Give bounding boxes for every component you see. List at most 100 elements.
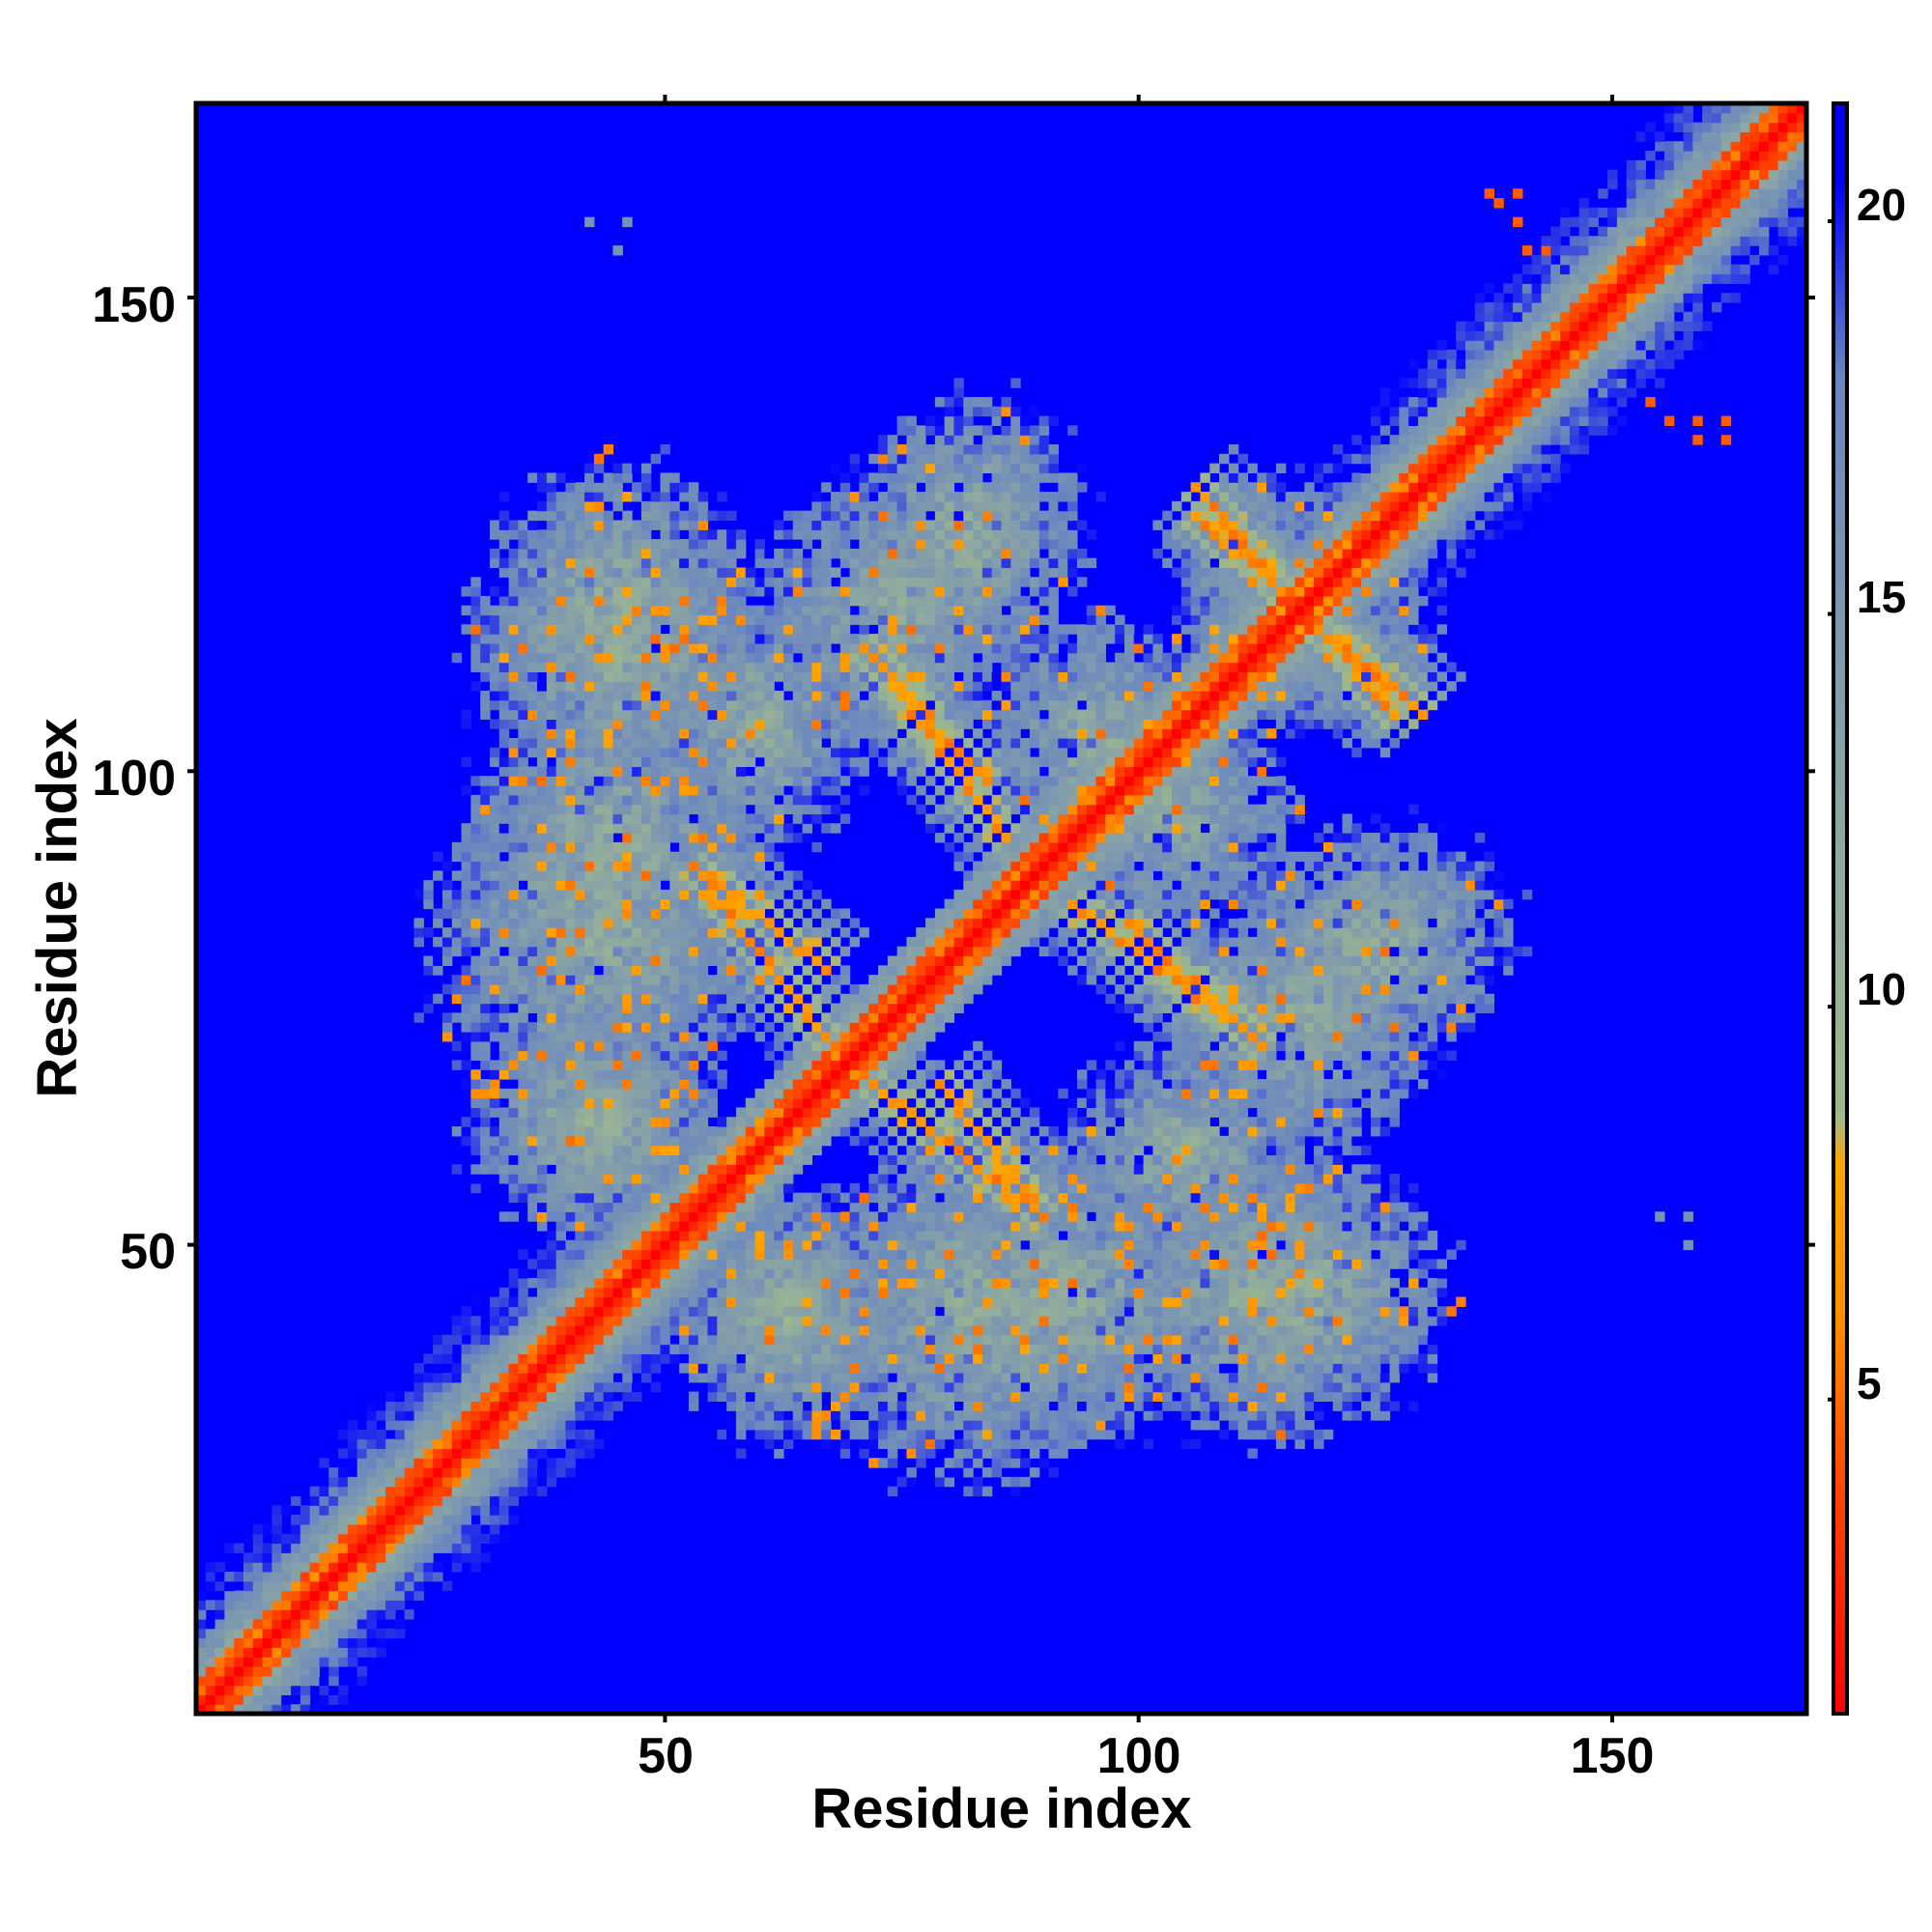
heatmap-cell	[508, 1088, 519, 1099]
heatmap-cell	[944, 1239, 955, 1251]
heatmap-cell	[1332, 1306, 1344, 1317]
heatmap-cell	[1200, 1050, 1210, 1061]
heatmap-cell	[1275, 1230, 1287, 1241]
heatmap-cell	[366, 1609, 377, 1620]
heatmap-cell	[1095, 1306, 1106, 1317]
heatmap-cell	[1172, 1296, 1182, 1307]
heatmap-cell	[764, 1296, 775, 1307]
heatmap-cell	[1361, 993, 1372, 1005]
heatmap-cell	[555, 1202, 567, 1212]
heatmap-cell	[413, 1458, 424, 1468]
heatmap-cell	[821, 1420, 832, 1431]
heatmap-cell	[1067, 1097, 1078, 1109]
heatmap-cell	[593, 1401, 605, 1411]
heatmap-cell	[1219, 1031, 1230, 1042]
heatmap-cell	[603, 1296, 614, 1307]
heatmap-cell	[480, 1031, 491, 1042]
heatmap-cell	[640, 1268, 652, 1279]
heatmap-cell	[1200, 993, 1210, 1005]
heatmap-cell	[1322, 1324, 1334, 1336]
heatmap-cell	[1266, 1249, 1277, 1260]
heatmap-cell	[640, 1230, 652, 1241]
heatmap-cell	[1115, 1230, 1125, 1241]
heatmap-cell	[527, 1476, 538, 1488]
heatmap-cell	[575, 1164, 585, 1175]
heatmap-cell	[1266, 1145, 1277, 1156]
heatmap-cell	[1275, 1012, 1287, 1023]
heatmap-cell	[347, 1609, 358, 1620]
heatmap-cell	[1172, 1174, 1182, 1184]
heatmap-cell	[470, 1117, 481, 1127]
heatmap-cell	[868, 1249, 879, 1260]
heatmap-cell	[480, 1391, 491, 1403]
heatmap-cell	[1314, 1192, 1324, 1204]
heatmap-cell	[963, 1381, 974, 1393]
heatmap-cell	[1247, 1353, 1258, 1364]
heatmap-cell	[612, 1202, 623, 1212]
heatmap-cell	[1076, 1164, 1088, 1175]
heatmap-cell	[498, 1495, 510, 1506]
heatmap-cell	[1058, 1391, 1068, 1403]
heatmap-cell	[650, 1003, 662, 1013]
heatmap-cell	[1115, 983, 1125, 995]
heatmap-cell	[821, 1306, 832, 1317]
heatmap-cell	[1162, 1381, 1173, 1393]
heatmap-cell	[1076, 1296, 1088, 1307]
heatmap-cell	[451, 1410, 463, 1421]
heatmap-cell	[782, 983, 794, 995]
heatmap-cell	[356, 1628, 368, 1639]
heatmap-cell	[1408, 1239, 1419, 1251]
heatmap-cell	[252, 1657, 264, 1667]
heatmap-cell	[252, 1665, 264, 1677]
heatmap-cell	[489, 1154, 500, 1165]
heatmap-cell	[1048, 1287, 1059, 1298]
heatmap-cell	[622, 1353, 633, 1364]
heatmap-cell	[953, 1202, 964, 1212]
heatmap-cell	[868, 1259, 879, 1269]
heatmap-cell	[735, 1192, 747, 1204]
heatmap-cell	[916, 1334, 926, 1346]
heatmap-cell	[925, 1126, 936, 1137]
heatmap-cell	[782, 1145, 794, 1156]
heatmap-cell	[451, 983, 463, 995]
heatmap-cell	[859, 1438, 869, 1450]
heatmap-cell	[196, 1590, 207, 1601]
heatmap-cell	[944, 1126, 955, 1137]
heatmap-cell	[461, 1448, 471, 1459]
heatmap-cell	[1162, 1363, 1173, 1374]
heatmap-cell	[1379, 1050, 1391, 1061]
heatmap-cell	[1351, 1277, 1362, 1289]
heatmap-cell	[1266, 1372, 1277, 1383]
heatmap-cell	[470, 1438, 481, 1450]
heatmap-cell	[1133, 1050, 1145, 1061]
heatmap-cell	[934, 1202, 946, 1212]
heatmap-cell	[498, 1031, 510, 1042]
heatmap-cell	[1427, 1296, 1438, 1307]
heatmap-cell	[916, 1287, 926, 1298]
heatmap-cell	[802, 1249, 812, 1260]
heatmap-cell	[622, 1363, 633, 1374]
heatmap-cell	[537, 1438, 548, 1450]
heatmap-cell	[546, 1154, 557, 1165]
heatmap-cell	[1219, 1391, 1230, 1403]
heatmap-cell	[1010, 1353, 1021, 1364]
heatmap-cell	[423, 1448, 434, 1459]
heatmap-cell	[243, 1609, 254, 1620]
heatmap-cell	[404, 1495, 415, 1506]
heatmap-cell	[717, 1126, 727, 1137]
heatmap-cell	[603, 1268, 614, 1279]
heatmap-cell	[1304, 1126, 1315, 1137]
heatmap-cell	[366, 1420, 377, 1431]
heatmap-cell	[640, 1088, 652, 1099]
heatmap-cell	[640, 1363, 652, 1374]
heatmap-cell	[1162, 1353, 1173, 1364]
heatmap-cell	[394, 1552, 406, 1563]
heatmap-cell	[319, 1590, 329, 1601]
heatmap-cell	[1115, 1420, 1125, 1431]
heatmap-cell	[726, 1126, 737, 1137]
heatmap-cell	[1095, 1164, 1106, 1175]
heatmap-cell	[916, 1117, 926, 1127]
heatmap-cell	[916, 1391, 926, 1403]
heatmap-cell	[376, 1590, 386, 1601]
heatmap-cell	[973, 1344, 983, 1354]
